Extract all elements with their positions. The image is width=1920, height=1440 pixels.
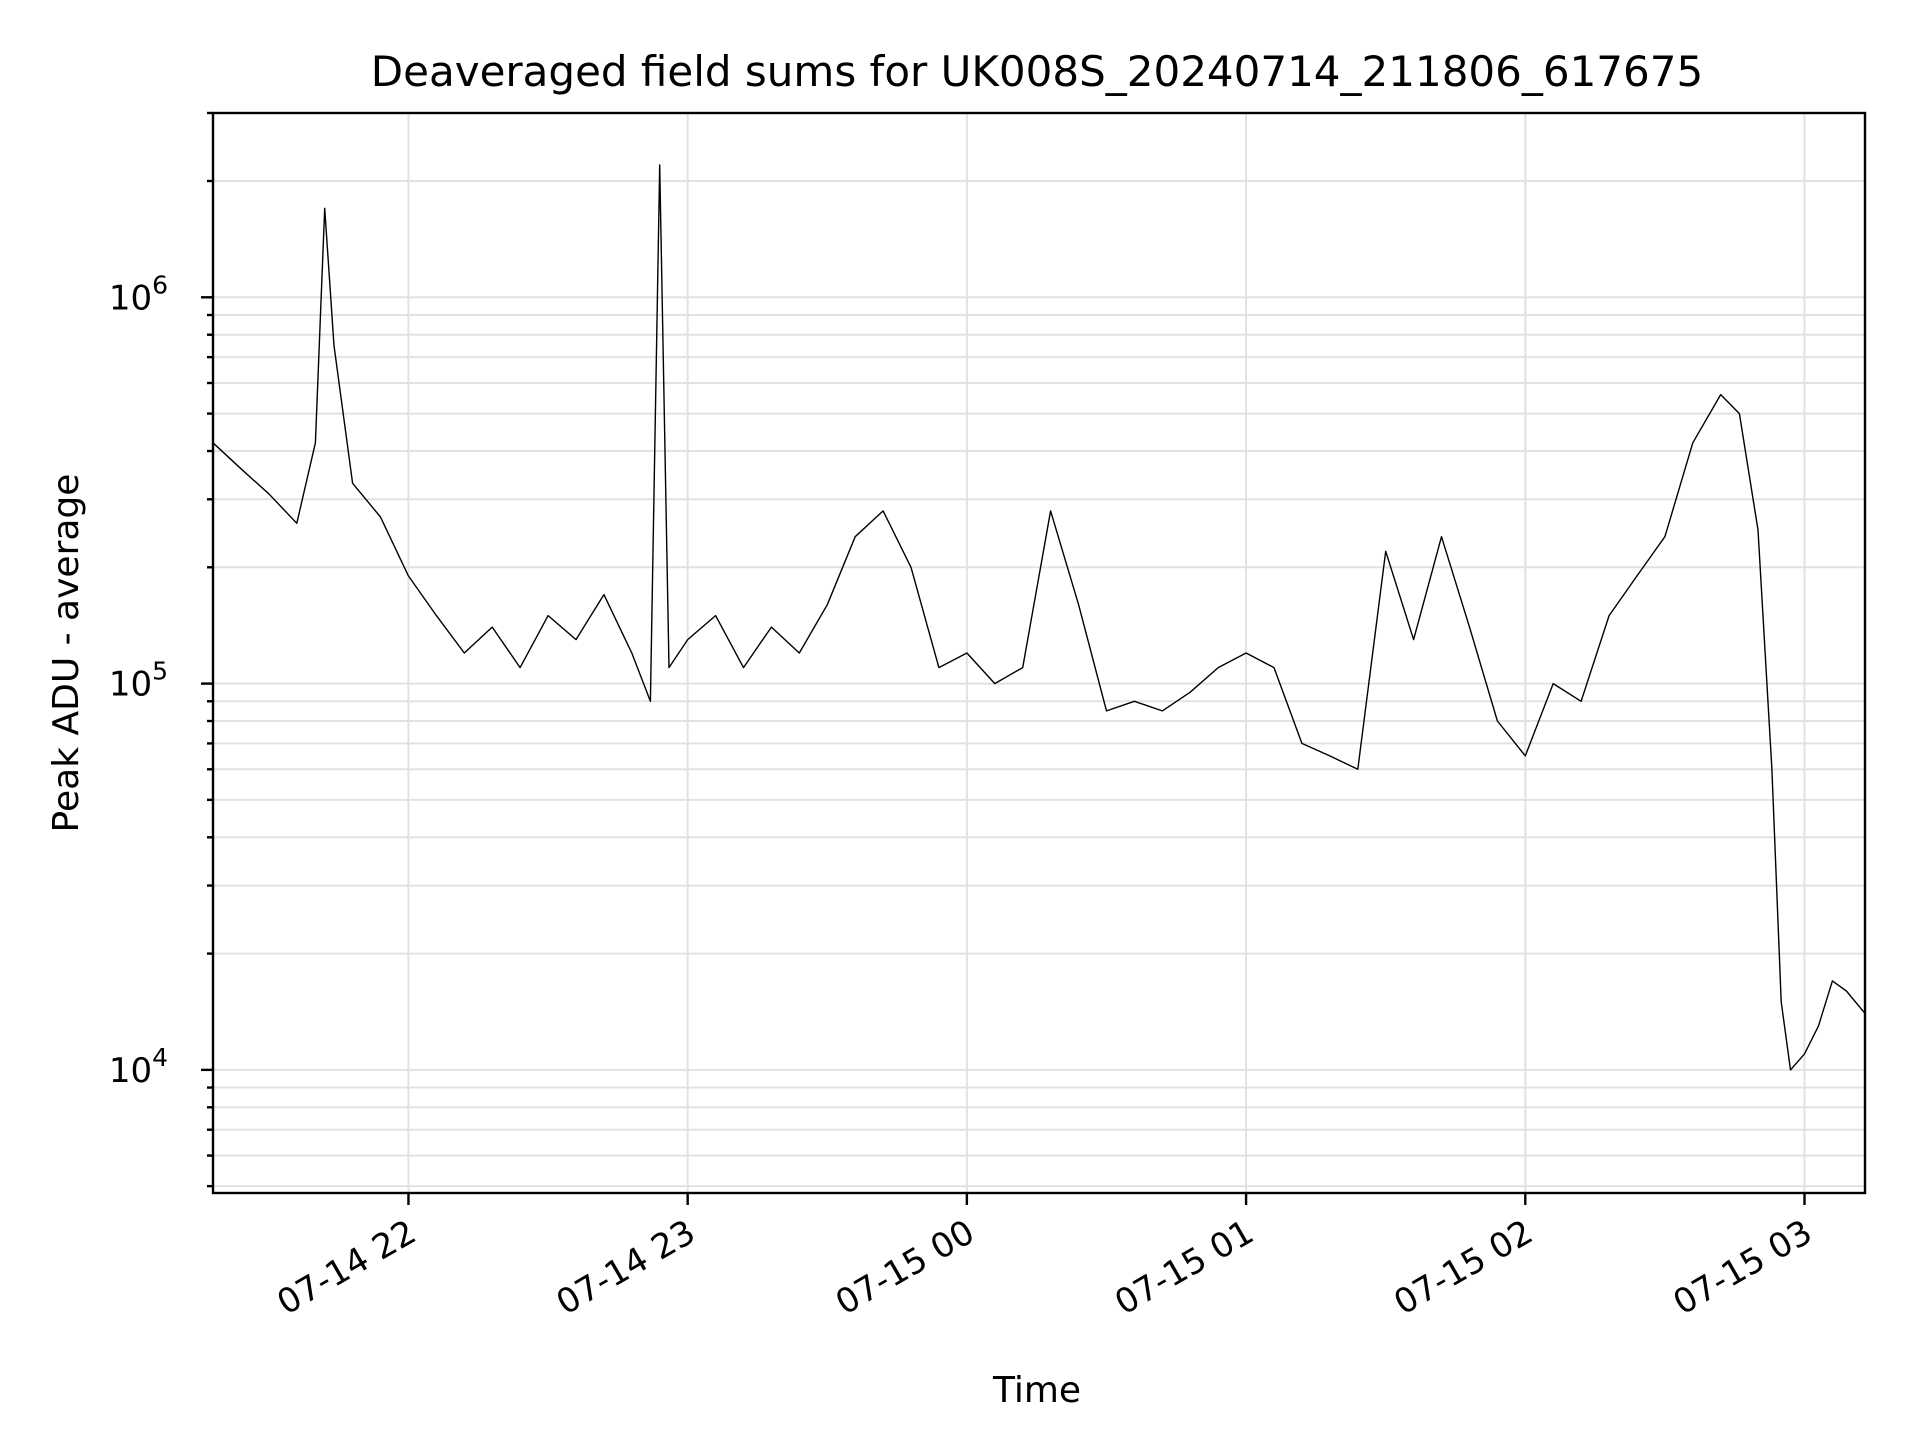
y-tick-label: 106 — [109, 270, 168, 318]
plot-frame — [211, 111, 1867, 1195]
chart-title: Deaveraged field sums for UK008S_2024071… — [371, 47, 1703, 96]
y-tick-label: 104 — [109, 1043, 168, 1091]
series-line — [212, 164, 1866, 1071]
x-axis-label: Time — [992, 1370, 1081, 1411]
y-tick-label: 105 — [109, 657, 168, 705]
series-layer — [212, 164, 1866, 1071]
y-axis: 104 105 106 — [109, 111, 213, 1188]
y-axis-label: Peak ADU - average — [46, 474, 87, 833]
